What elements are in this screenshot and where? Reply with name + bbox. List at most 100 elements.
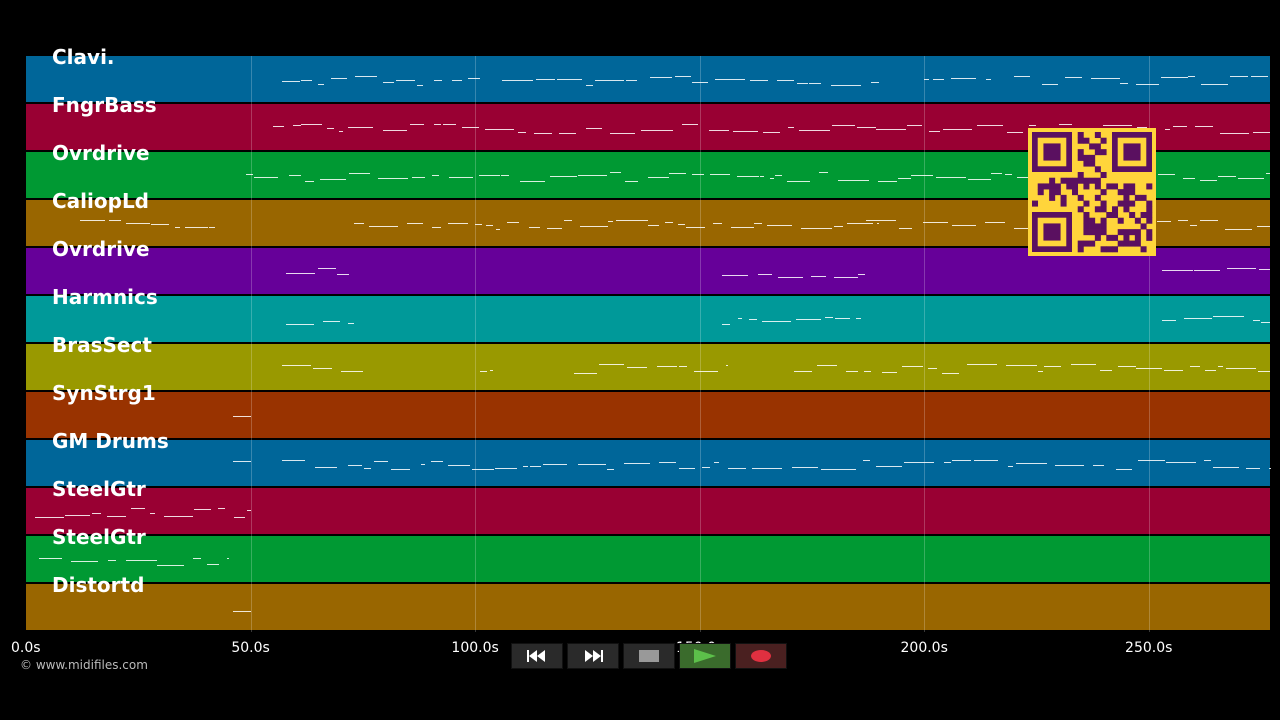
note (578, 175, 607, 176)
note (502, 80, 534, 81)
note (769, 178, 775, 179)
note (793, 371, 813, 372)
time-gridline (475, 56, 477, 632)
track-lane (26, 392, 1270, 438)
note (573, 373, 597, 374)
note (1217, 366, 1223, 367)
track-label: Ovrdrive (52, 237, 150, 261)
note (529, 227, 541, 228)
note (899, 228, 913, 229)
note (1265, 173, 1270, 174)
note (232, 461, 251, 462)
time-gridline (1148, 56, 1150, 632)
note (337, 274, 350, 275)
time-gridline (699, 56, 701, 632)
note (791, 467, 819, 468)
note (903, 462, 935, 463)
note (353, 223, 365, 224)
note (775, 175, 783, 176)
stop-button[interactable] (623, 643, 675, 669)
note (701, 467, 710, 468)
time-gridline (250, 56, 252, 632)
fast-forward-button[interactable] (567, 643, 619, 669)
note (281, 365, 312, 366)
note (373, 461, 388, 462)
note (474, 224, 482, 225)
note (1258, 371, 1270, 372)
rewind-button[interactable] (511, 643, 563, 669)
note (126, 223, 151, 224)
note (778, 277, 803, 278)
note (125, 560, 157, 561)
note (928, 131, 940, 132)
note (647, 225, 659, 226)
note (726, 365, 729, 366)
note (34, 517, 65, 518)
note (623, 463, 651, 464)
note (906, 125, 922, 126)
note (286, 273, 316, 274)
note (1189, 366, 1201, 367)
note (164, 516, 194, 517)
play-button[interactable] (679, 643, 731, 669)
note (377, 178, 408, 179)
note (709, 130, 729, 131)
note (383, 82, 394, 83)
note (1193, 270, 1220, 271)
note (856, 127, 876, 128)
note (347, 465, 362, 466)
note (1189, 225, 1197, 226)
note (468, 78, 480, 79)
note (226, 558, 229, 559)
note (1188, 76, 1196, 77)
note (856, 318, 861, 319)
note (1173, 126, 1188, 127)
note (150, 224, 169, 225)
track-label: SteelGtr (52, 525, 146, 549)
note (217, 508, 225, 509)
track-lane (26, 56, 1270, 102)
note (796, 83, 808, 84)
note (519, 181, 545, 182)
note (1007, 132, 1023, 133)
note (691, 174, 705, 175)
note (1164, 370, 1184, 371)
note (714, 79, 746, 80)
note (595, 80, 624, 81)
note (1201, 84, 1229, 85)
note (787, 127, 794, 128)
record-button[interactable] (735, 643, 787, 669)
note (348, 127, 373, 128)
note (507, 222, 519, 223)
record-icon (751, 650, 771, 662)
time-tick-label: 200.0s (900, 640, 948, 656)
note (901, 366, 924, 367)
note (694, 371, 718, 372)
note (330, 78, 347, 79)
time-tick-label: 50.0s (231, 640, 270, 656)
note (318, 268, 336, 269)
note (659, 462, 677, 463)
note (472, 469, 495, 470)
note (410, 124, 425, 125)
note (156, 565, 185, 566)
note (1115, 469, 1132, 470)
track-lane (26, 536, 1270, 582)
note (616, 220, 648, 221)
note (289, 175, 302, 176)
note (757, 274, 772, 275)
note (943, 129, 973, 130)
note (304, 181, 314, 182)
note (911, 175, 933, 176)
note (1041, 84, 1059, 85)
note (974, 460, 998, 461)
track-lane (26, 584, 1270, 630)
note (79, 220, 105, 221)
note (391, 469, 410, 470)
note (286, 324, 314, 325)
note (984, 222, 1005, 223)
note (753, 223, 762, 224)
note (246, 174, 253, 175)
note (609, 172, 621, 173)
